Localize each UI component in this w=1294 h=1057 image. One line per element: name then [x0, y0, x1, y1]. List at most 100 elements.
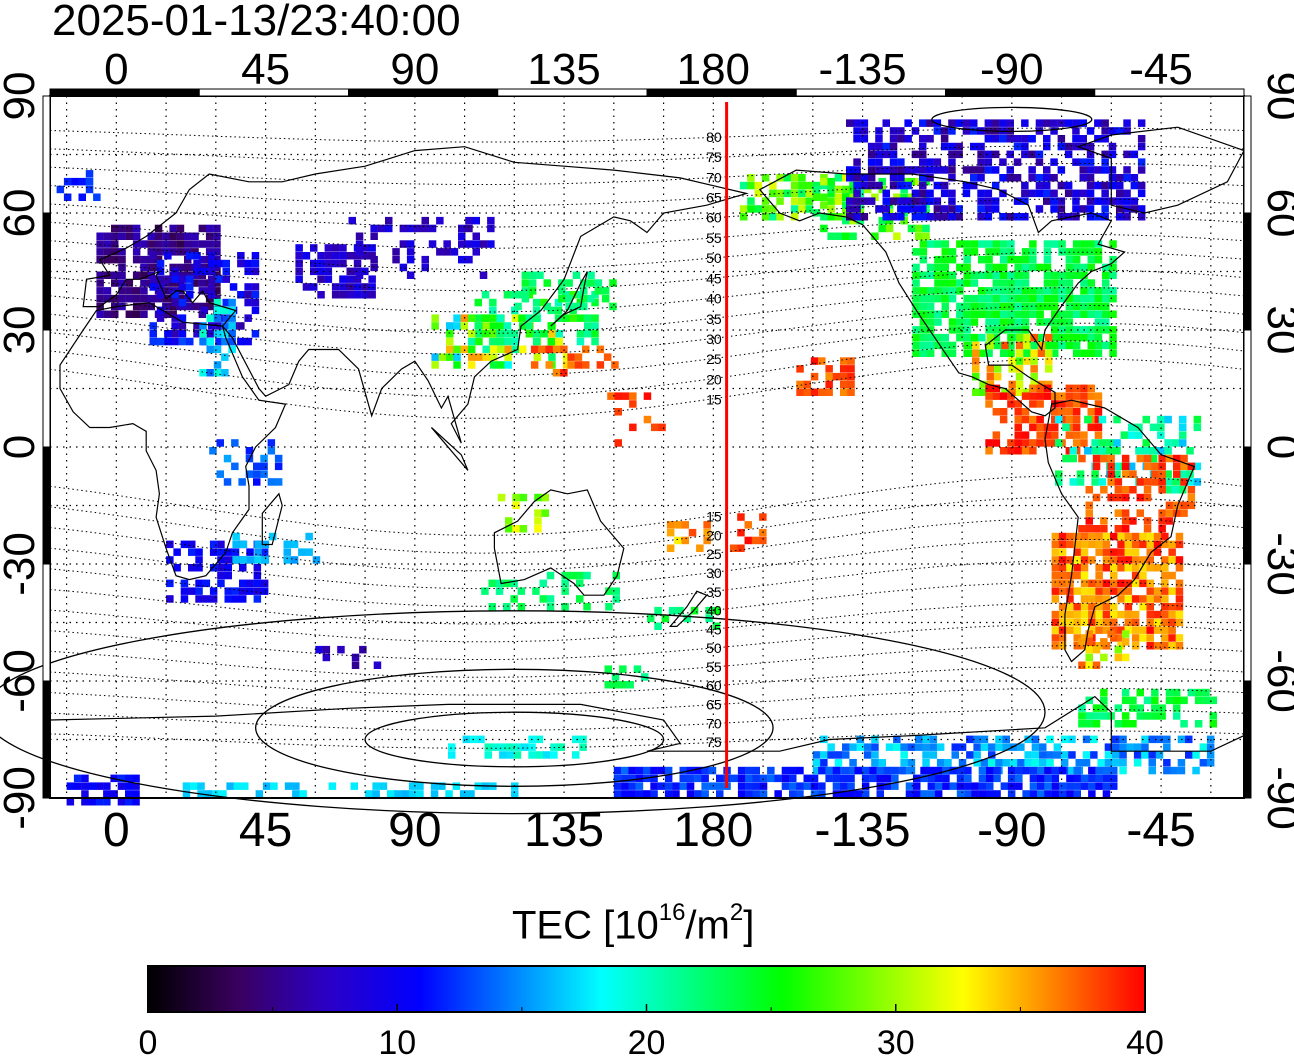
- tec-cell: [1043, 166, 1051, 174]
- tec-cell: [812, 181, 821, 190]
- tec-cell: [213, 314, 222, 322]
- tec-cell: [156, 337, 165, 346]
- tec-cell: [1065, 302, 1074, 311]
- tec-cell: [222, 259, 230, 268]
- tec-cell: [993, 372, 1002, 381]
- tec-cell: [1121, 525, 1130, 533]
- magnetic-latitude-contour: [49, 602, 1245, 643]
- tec-cell: [1114, 653, 1123, 662]
- tec-cell: [1164, 439, 1172, 447]
- tec-cell: [1146, 532, 1154, 541]
- auroral-oval-contour: [0, 610, 1046, 815]
- tec-cell: [1044, 774, 1052, 783]
- tec-cell: [219, 790, 227, 798]
- tec-cell: [940, 213, 949, 221]
- tec-cell: [198, 302, 207, 311]
- tec-cell: [132, 248, 141, 256]
- magnetic-latitude-contour: [49, 730, 1245, 749]
- tec-cell: [191, 240, 199, 248]
- tec-cell: [178, 337, 187, 346]
- tec-cell: [1112, 735, 1120, 744]
- tec-cell: [963, 294, 971, 303]
- tec-cell: [1066, 782, 1074, 790]
- tec-cell: [1095, 540, 1103, 549]
- tec-cell: [491, 743, 500, 751]
- tec-cell: [1079, 174, 1087, 182]
- tec-cell: [521, 279, 530, 287]
- tec-cell: [111, 279, 119, 287]
- tec-cell: [1107, 478, 1115, 486]
- tec-cell: [986, 766, 994, 775]
- tec-cell: [1015, 372, 1024, 381]
- tec-cell: [978, 302, 986, 311]
- tec-cell: [893, 232, 901, 240]
- tec-cell: [628, 766, 636, 775]
- tec-cell: [1030, 349, 1038, 357]
- tec-cell: [233, 782, 242, 790]
- tec-cell: [1031, 735, 1040, 744]
- tec-cell: [995, 759, 1003, 767]
- tec-cell: [948, 279, 957, 287]
- tec-cell: [213, 255, 221, 264]
- tec-cell: [927, 774, 936, 783]
- tec-cell: [883, 774, 892, 783]
- tec-cell: [919, 119, 927, 127]
- tec-cell: [1113, 447, 1121, 455]
- tec-cell: [761, 174, 770, 182]
- tec-cell: [254, 556, 262, 564]
- tec-cell: [1185, 751, 1193, 759]
- tec-cell: [985, 302, 993, 311]
- tec-cell: [324, 267, 333, 276]
- tec-cell: [1079, 135, 1087, 143]
- tec-cell: [912, 333, 920, 342]
- tec-cell: [893, 193, 901, 201]
- tec-cell: [1080, 431, 1088, 439]
- tec-cell: [1066, 532, 1074, 541]
- tec-cell: [1106, 439, 1114, 447]
- tec-cell: [162, 279, 170, 287]
- magnetic-latitude-label: 70: [706, 169, 722, 185]
- tec-cell: [1136, 493, 1144, 502]
- tec-cell: [546, 571, 555, 580]
- tec-cell: [999, 279, 1008, 287]
- tec-cell: [251, 330, 260, 338]
- tec-cell: [370, 232, 378, 240]
- tec-cell: [1114, 720, 1123, 728]
- tec-cell: [217, 571, 225, 580]
- tec-cell: [664, 774, 673, 783]
- tec-cell: [162, 248, 170, 256]
- tec-cell: [1072, 158, 1080, 166]
- tec-cell: [545, 345, 553, 354]
- tec-cell: [118, 232, 126, 240]
- tec-cell: [198, 279, 207, 287]
- tec-cell: [927, 790, 936, 798]
- tec-cell: [1130, 205, 1139, 213]
- tec-cell: [1014, 271, 1022, 279]
- tec-cell: [1066, 603, 1074, 611]
- tec-cell: [1021, 263, 1030, 272]
- tec-cell: [186, 275, 194, 283]
- tec-cell: [878, 224, 886, 233]
- tec-cell: [1151, 688, 1159, 697]
- tec-cell: [964, 774, 972, 783]
- tec-cell: [1092, 661, 1101, 669]
- tec-cell: [361, 267, 369, 276]
- tec-cell: [1194, 688, 1203, 697]
- tec-cell: [999, 415, 1008, 424]
- tec-cell: [1109, 287, 1117, 295]
- tec-cell: [985, 392, 993, 400]
- tec-cell: [193, 322, 201, 330]
- tec-cell: [1095, 766, 1103, 775]
- tec-cell: [346, 275, 354, 283]
- tec-cell: [876, 790, 884, 798]
- tec-cell: [737, 544, 745, 552]
- tec-cell: [1094, 408, 1103, 416]
- tec-cell: [1151, 470, 1159, 478]
- tec-cell: [1180, 454, 1188, 463]
- tec-cell: [506, 751, 514, 759]
- tec-cell: [897, 158, 905, 166]
- x-tick-label-top: -135: [819, 45, 907, 94]
- tec-cell: [986, 341, 995, 350]
- tec-cell: [512, 501, 520, 510]
- tec-cell: [191, 263, 199, 272]
